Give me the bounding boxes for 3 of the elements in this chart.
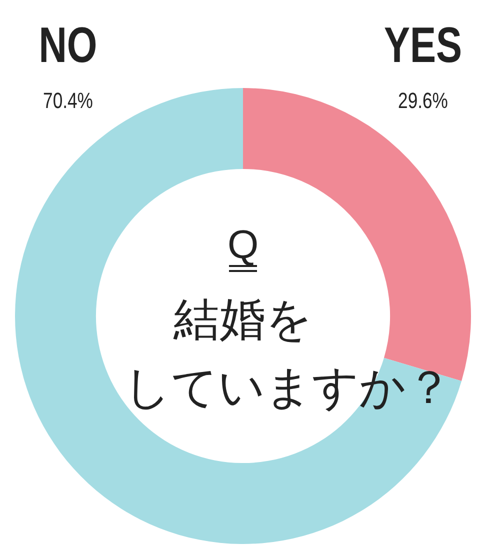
text: Q — [227, 223, 259, 267]
annotation: 結婚を — [174, 293, 312, 345]
annotation: していますか？ — [124, 361, 452, 413]
